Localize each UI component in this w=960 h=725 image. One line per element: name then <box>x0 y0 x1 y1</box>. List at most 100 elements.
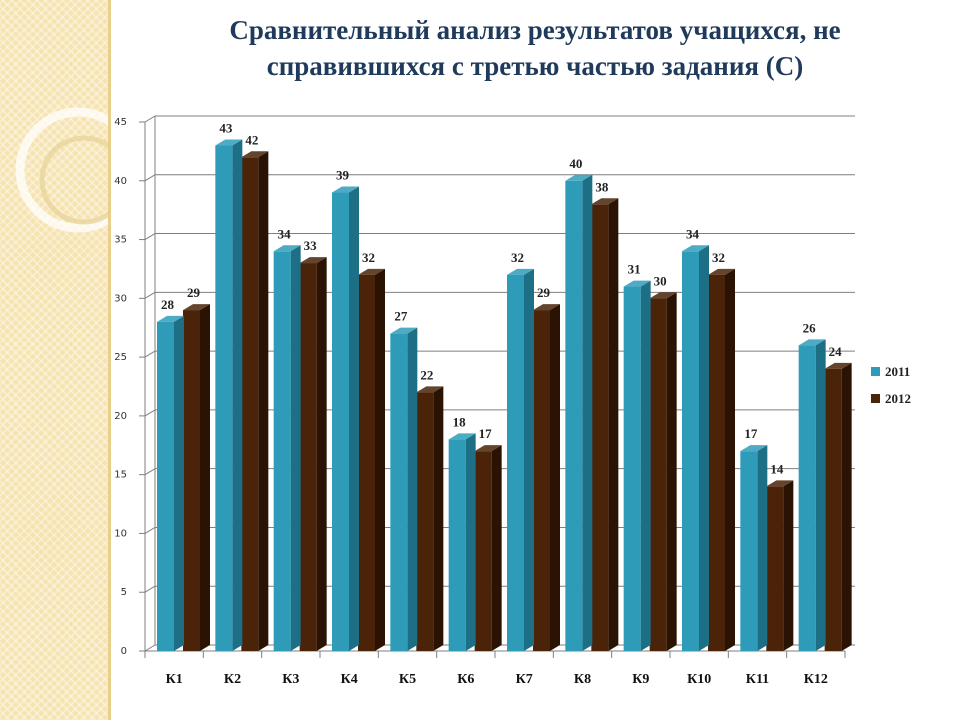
bar-side <box>232 139 243 651</box>
data-label: 27 <box>394 309 408 324</box>
bar-side <box>550 304 560 651</box>
bar-top <box>766 480 794 487</box>
y-tick-label: 45 <box>114 117 127 128</box>
bar-top <box>565 174 593 181</box>
bar-top <box>649 292 677 299</box>
gridline-depth <box>144 350 156 358</box>
data-label: 30 <box>654 273 667 288</box>
bar-top <box>448 433 476 440</box>
y-tick-label: 5 <box>121 587 127 598</box>
gridline-depth <box>144 585 156 593</box>
gridline-depth <box>144 174 156 182</box>
bar-2011-К7 <box>533 310 550 651</box>
bar-side <box>407 327 418 651</box>
bar-top <box>682 245 709 252</box>
bar-side <box>815 339 826 651</box>
bar-side <box>174 315 184 651</box>
gridline-depth <box>144 468 156 476</box>
band-edge <box>108 0 111 720</box>
y-tick-label: 20 <box>114 411 127 422</box>
bar-2011-К11 <box>766 486 784 651</box>
bar-2011-К2 <box>241 157 259 651</box>
bar-top <box>273 245 301 252</box>
x-tick-label: К7 <box>516 672 533 687</box>
bar-2011-К6 <box>448 439 466 651</box>
x-tick-label: К12 <box>804 672 828 687</box>
bar-top <box>299 257 327 264</box>
bar-2011-К3 <box>273 251 291 652</box>
bar-top <box>390 327 418 334</box>
bar-top <box>533 304 560 311</box>
bar-2011-К1 <box>157 321 174 651</box>
bar-side <box>349 186 359 652</box>
data-label: 26 <box>803 320 817 335</box>
bar-top <box>708 268 735 275</box>
y-tick-label: 35 <box>114 235 127 246</box>
x-tick-label: К11 <box>746 672 769 687</box>
data-label: 28 <box>161 297 175 312</box>
x-tick-label: К4 <box>341 672 358 687</box>
bar-2011-К9 <box>623 286 641 651</box>
bar-2011-К4 <box>358 274 375 651</box>
bar-side <box>699 245 709 652</box>
y-tick-label: 10 <box>114 528 127 539</box>
data-label: 18 <box>453 414 467 429</box>
bar-2011-К4 <box>332 192 349 652</box>
data-label: 34 <box>686 226 700 241</box>
slide-title: Сравнительный анализ результатов учащихс… <box>120 12 950 84</box>
bar-side <box>465 433 476 651</box>
bar-top <box>798 339 826 346</box>
x-tick-label: К9 <box>632 672 649 687</box>
x-tick-label: К8 <box>574 672 591 687</box>
bar-side <box>841 362 852 651</box>
data-label: 42 <box>245 132 258 147</box>
bar-side <box>433 386 444 651</box>
gridline-depth <box>144 115 156 123</box>
x-tick-label: К3 <box>282 672 299 687</box>
x-tick-label: К5 <box>399 672 416 687</box>
bar-2011-К11 <box>740 451 758 651</box>
gridline-depth <box>144 233 156 240</box>
gridline-depth <box>144 644 156 652</box>
x-tick-label: К1 <box>166 672 183 687</box>
data-label: 17 <box>744 426 758 441</box>
bar-side <box>258 151 269 651</box>
title-line-1: Сравнительный анализ результатов учащихс… <box>229 15 841 45</box>
data-label: 29 <box>537 285 551 300</box>
bar-side <box>725 268 735 651</box>
bar-side <box>666 292 677 651</box>
bar-side <box>491 445 502 651</box>
bar-top <box>507 268 534 275</box>
data-label: 24 <box>829 344 843 359</box>
bar-2011-К8 <box>591 204 609 652</box>
bar-side <box>316 257 327 651</box>
gridline-depth <box>144 291 156 299</box>
bar-top <box>591 198 619 205</box>
data-label: 43 <box>219 121 233 136</box>
data-label: 40 <box>569 156 582 171</box>
legend-swatch <box>871 367 880 376</box>
data-label: 32 <box>511 250 524 265</box>
gridline-depth <box>144 527 156 534</box>
bar-top <box>215 139 243 146</box>
y-tick-label: 25 <box>114 352 127 363</box>
data-label: 34 <box>278 226 292 241</box>
title-line-2: справившихся с третью частью задания (С) <box>266 51 804 81</box>
bar-side <box>783 480 794 651</box>
bar-side <box>524 268 534 651</box>
legend-label: 2012 <box>885 391 911 406</box>
data-label: 22 <box>420 367 433 382</box>
bar-2011-К7 <box>507 274 524 651</box>
bar-side <box>290 245 301 652</box>
y-tick-label: 40 <box>114 176 127 187</box>
data-label: 33 <box>304 238 318 253</box>
bar-top <box>623 280 651 287</box>
data-label: 32 <box>362 250 375 265</box>
bar-2011-К5 <box>390 333 408 651</box>
bar-side <box>200 304 210 651</box>
data-label: 38 <box>595 179 609 194</box>
legend-label: 2011 <box>885 364 910 379</box>
data-label: 14 <box>770 461 784 476</box>
bar-2011-К10 <box>682 251 699 652</box>
